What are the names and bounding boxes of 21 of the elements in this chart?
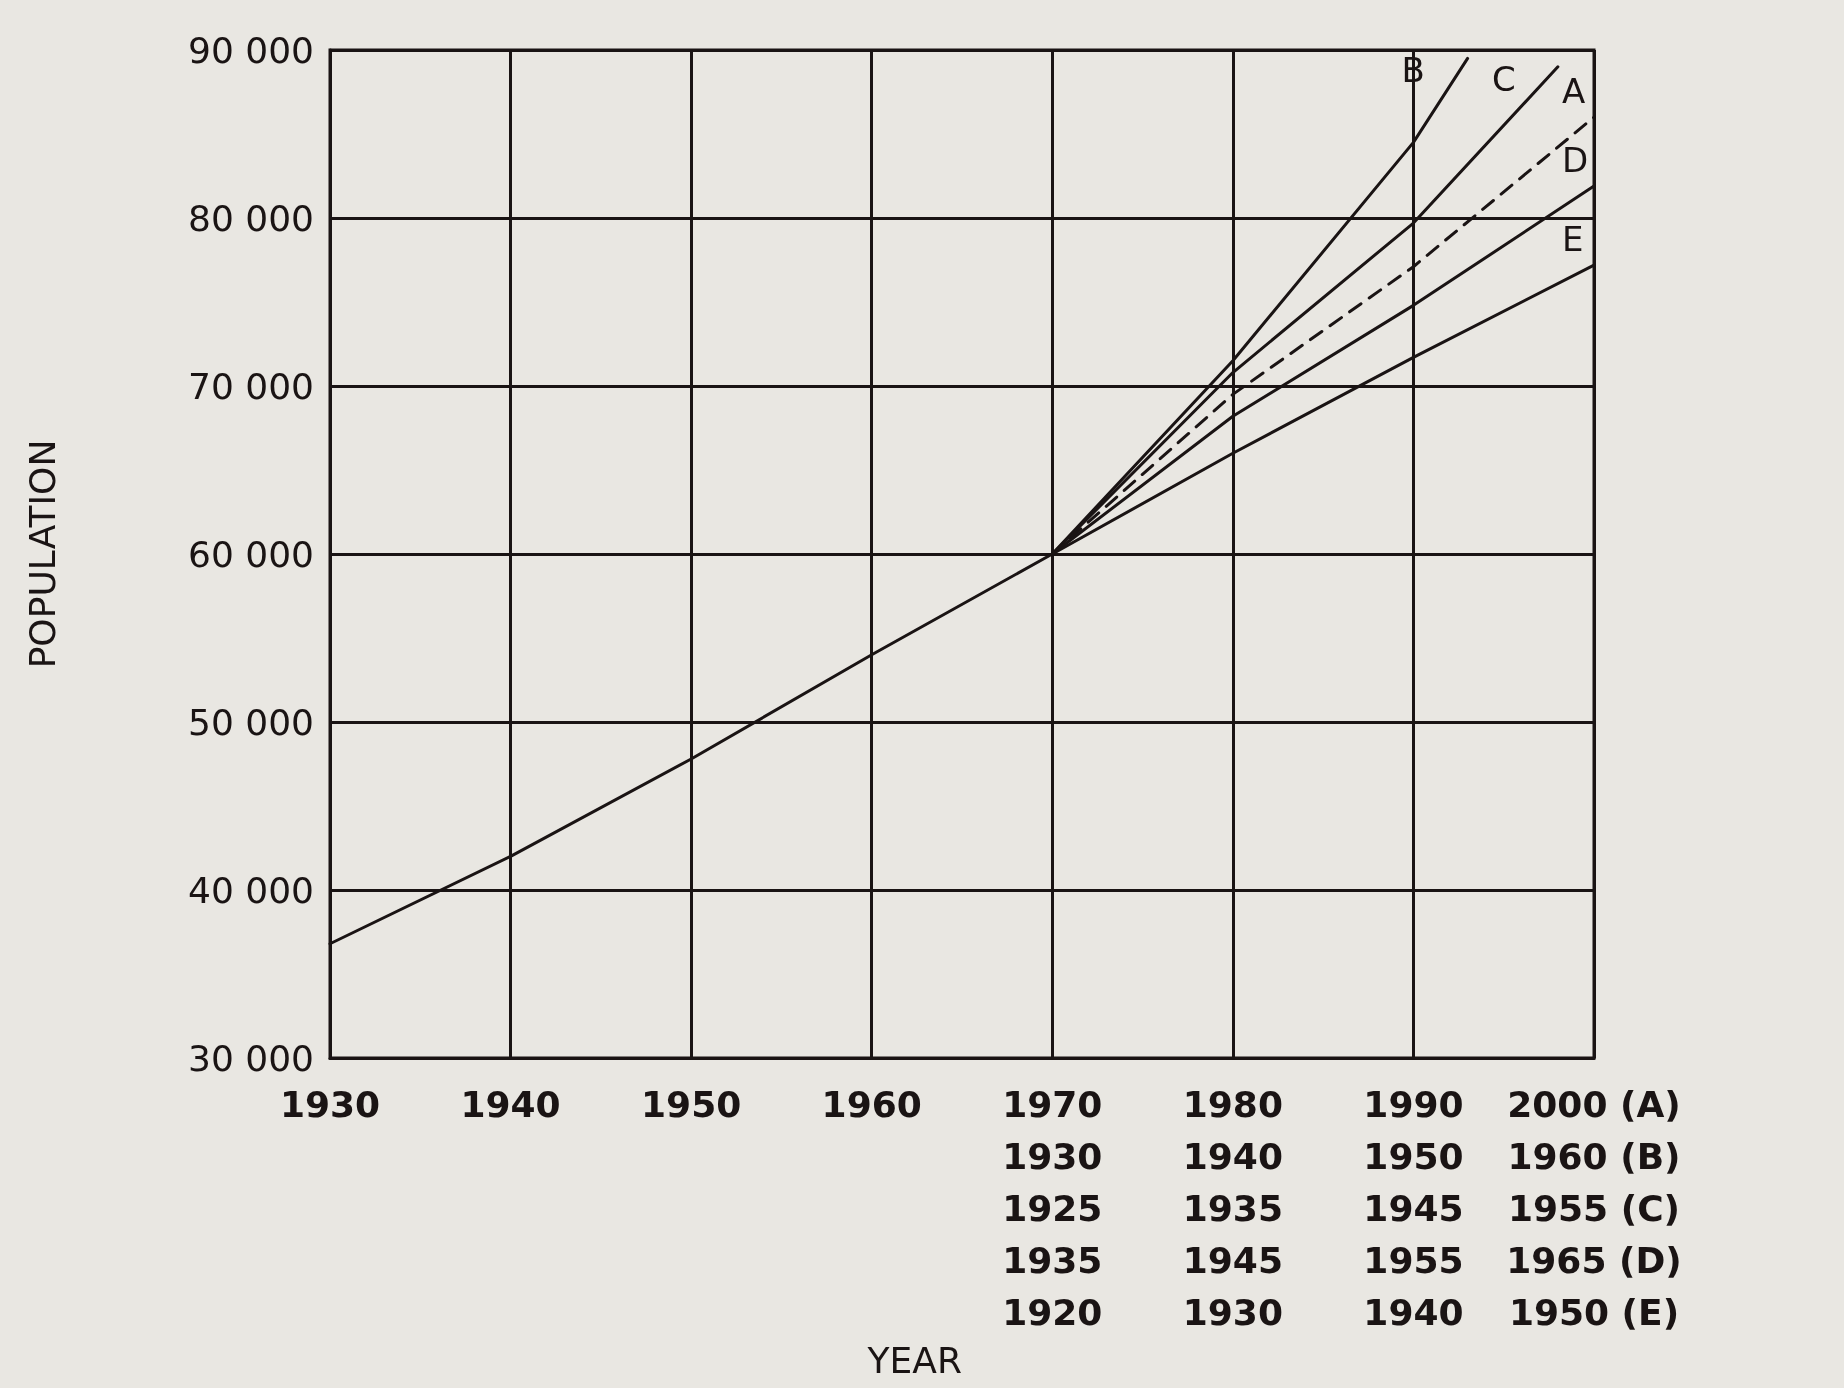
y-tick-label: 30 000 (188, 1037, 314, 1079)
y-tick-label: 60 000 (188, 533, 314, 575)
x-tick-label: 1980 1940 1935 1945 1930 (1182, 1083, 1283, 1333)
x-axis-title: YEAR (866, 1340, 962, 1382)
series-label: C (1491, 58, 1516, 99)
y-axis-title: POPULATION (21, 439, 63, 669)
series-label: A (1562, 71, 1586, 112)
series-label: D (1562, 140, 1589, 181)
x-tick-label: 1970 1930 1925 1935 1920 (1002, 1083, 1103, 1333)
x-tick-label: 2000 (A) 1960 (B) 1955 (C) 1965 (D) 1950 (E) (1506, 1083, 1682, 1333)
y-tick-label: 40 000 (188, 869, 314, 911)
y-tick-label: 80 000 (188, 197, 314, 239)
y-tick-label: 50 000 (188, 701, 314, 743)
x-tick-label: 1960 (821, 1083, 922, 1125)
x-tick-label: 1940 (460, 1083, 561, 1125)
y-tick-label: 90 000 (188, 29, 314, 71)
x-tick-label: 1950 (641, 1083, 742, 1125)
x-tick-label: 1930 (279, 1083, 381, 1125)
series-label: E (1562, 219, 1584, 260)
y-tick-label: 70 000 (188, 365, 314, 407)
x-tick-label: 1990 1950 1945 1955 1940 (1363, 1083, 1464, 1333)
